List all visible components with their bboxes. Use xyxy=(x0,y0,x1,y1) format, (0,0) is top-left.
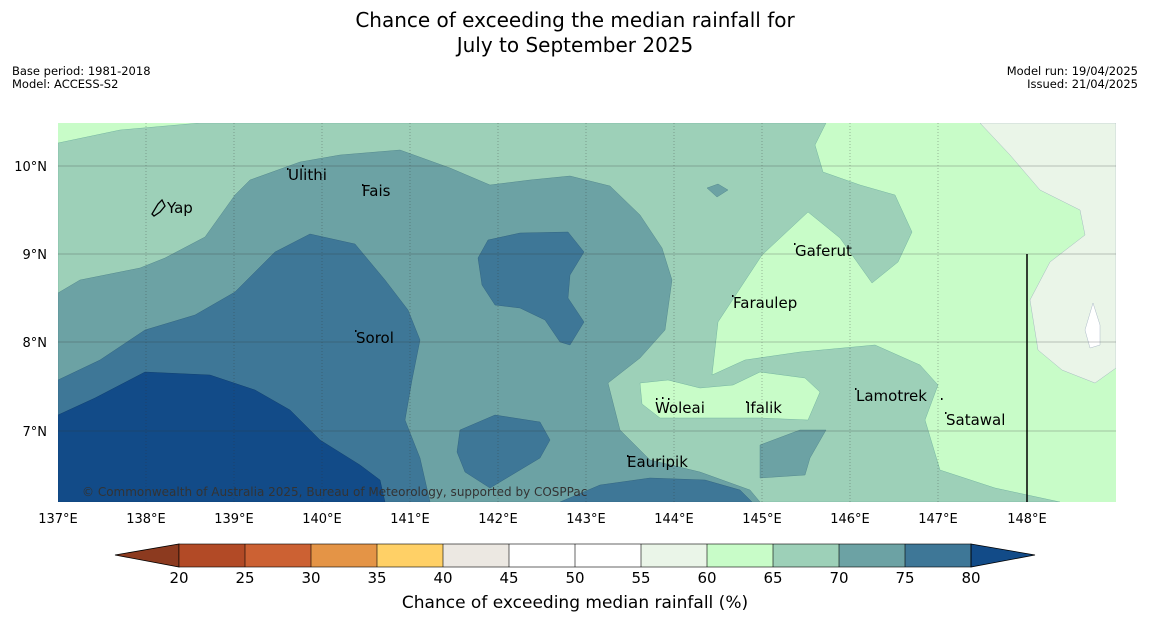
zone-55-60 xyxy=(979,123,1116,384)
colorbar-segment xyxy=(707,544,773,567)
place-label: Sorol xyxy=(356,329,394,347)
place-markers xyxy=(287,165,947,457)
lon-tick: 147°E xyxy=(918,512,958,527)
gridlines xyxy=(58,123,1116,502)
colorbar-tick: 45 xyxy=(499,569,518,587)
lon-tick: 137°E xyxy=(38,512,78,527)
model-run: Model run: 19/04/2025 xyxy=(1006,64,1138,78)
place-label: Lamotrek xyxy=(856,387,927,405)
colorbar: 20 25 30 35 40 45 50 55 60 65 70 75 80 xyxy=(114,543,1036,587)
colorbar-below-20 xyxy=(114,543,180,568)
lat-tick: 8°N xyxy=(23,336,48,351)
place-label: Eauripik xyxy=(627,453,688,471)
meta-left: Base period: 1981-2018 Model: ACCESS-S2 xyxy=(12,65,151,91)
lon-tick: 141°E xyxy=(390,512,430,527)
colorbar-tick: 20 xyxy=(169,569,188,587)
place-label: Woleai xyxy=(655,399,705,417)
colorbar-above-80 xyxy=(970,543,1036,568)
place-label: Satawal xyxy=(946,411,1005,429)
place-label: Faraulep xyxy=(733,294,797,312)
longitude-ticks: 137°E 138°E 139°E 140°E 141°E 142°E 143°… xyxy=(38,512,1047,527)
colorbar-segment xyxy=(443,544,509,567)
map-title: Chance of exceeding the median rainfall … xyxy=(0,8,1150,58)
colorbar-segment xyxy=(641,544,707,567)
colorbar-tick: 55 xyxy=(631,569,650,587)
zone-60-65-pocket xyxy=(639,371,821,421)
yap-island-outline xyxy=(151,198,166,217)
colorbar-tick: 65 xyxy=(763,569,782,587)
zone-70-75-dot xyxy=(706,183,729,198)
colorbar-tick: 35 xyxy=(367,569,386,587)
colorbar-tick: 25 xyxy=(235,569,254,587)
lon-tick: 144°E xyxy=(654,512,694,527)
colorbar-tick: 50 xyxy=(565,569,584,587)
lat-tick: 9°N xyxy=(23,248,48,263)
colorbar-segment xyxy=(377,544,443,567)
colorbar-tick: 40 xyxy=(433,569,452,587)
zone-75-80-southeast xyxy=(559,477,753,502)
lon-tick: 143°E xyxy=(566,512,606,527)
lon-tick: 145°E xyxy=(742,512,782,527)
lon-tick: 138°E xyxy=(126,512,166,527)
colorbar-segment xyxy=(905,544,971,567)
lon-tick: 142°E xyxy=(478,512,518,527)
zone-75-80-center xyxy=(477,231,585,346)
colorbar-segment xyxy=(311,544,377,567)
lon-tick: 139°E xyxy=(214,512,254,527)
place-label: Gaferut xyxy=(795,242,852,260)
place-label: Fais xyxy=(362,182,391,200)
title-line-2: July to September 2025 xyxy=(456,33,694,57)
colorbar-label: Chance of exceeding median rainfall (%) xyxy=(401,593,749,613)
model-name: Model: ACCESS-S2 xyxy=(12,77,119,91)
place-label: Ulithi xyxy=(288,166,327,184)
colorbar-tick: 75 xyxy=(895,569,914,587)
colorbar-tick: 30 xyxy=(301,569,320,587)
place-labels: Yap Ulithi Fais Gaferut Faraulep Sorol W… xyxy=(166,166,1005,471)
latitude-ticks: 10°N 9°N 8°N 7°N xyxy=(14,160,47,440)
zone-70-75-east xyxy=(759,429,827,479)
colorbar-segment xyxy=(575,544,641,567)
meta-right: Model run: 19/04/2025 Issued: 21/04/2025 xyxy=(1007,65,1138,91)
place-label: Yap xyxy=(166,199,193,217)
rainfall-map: Yap Ulithi Fais Gaferut Faraulep Sorol W… xyxy=(58,123,1116,502)
lon-tick: 146°E xyxy=(830,512,870,527)
title-line-1: Chance of exceeding the median rainfall … xyxy=(355,8,795,32)
colorbar-tick: 80 xyxy=(961,569,980,587)
lon-tick: 140°E xyxy=(302,512,342,527)
zone-above-80 xyxy=(58,371,386,502)
colorbar-segment xyxy=(179,544,245,567)
colorbar-segment xyxy=(773,544,839,567)
zone-45-55-patch xyxy=(1084,302,1101,349)
place-label: Ifalik xyxy=(746,399,782,417)
colorbar-tick: 60 xyxy=(697,569,716,587)
lon-tick: 148°E xyxy=(1007,512,1047,527)
issued-date: Issued: 21/04/2025 xyxy=(1027,77,1138,91)
base-period: Base period: 1981-2018 xyxy=(12,64,151,78)
lat-tick: 10°N xyxy=(14,160,47,175)
colorbar-tick: 70 xyxy=(829,569,848,587)
copyright-notice: © Commonwealth of Australia 2025, Bureau… xyxy=(82,485,587,499)
colorbar-segment xyxy=(245,544,311,567)
colorbar-segment xyxy=(509,544,575,567)
lat-tick: 7°N xyxy=(23,425,48,440)
zone-75-80-south xyxy=(456,414,551,489)
colorbar-segment xyxy=(839,544,905,567)
